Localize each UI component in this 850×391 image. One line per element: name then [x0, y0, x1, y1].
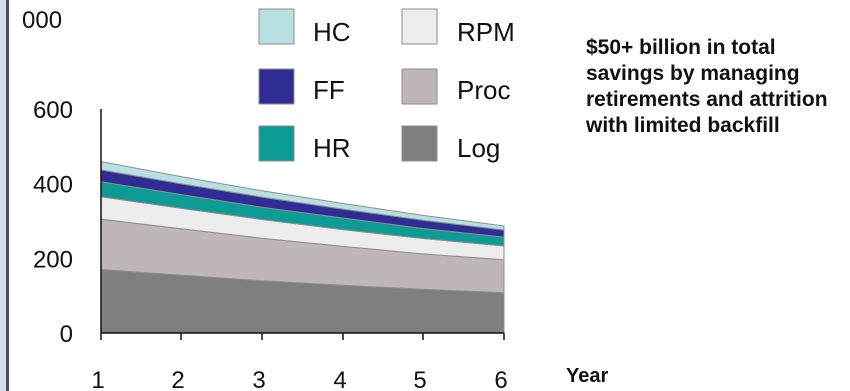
x-tick-label: 1: [91, 367, 104, 391]
y-tick-label: 600: [33, 97, 73, 124]
legend-label-rpm: RPM: [457, 17, 515, 47]
x-tick-label: 4: [333, 367, 346, 391]
tick-labels-group: 0 200 400 600 000 1 2 3 4 5 6 Year: [22, 7, 608, 391]
y-tick-label-top-fragment: 000: [22, 7, 62, 34]
x-tick-label: 5: [413, 367, 426, 391]
legend-swatch-ff: [258, 68, 295, 105]
area-hc: [100, 160, 505, 231]
savings-callout: $50+ billion in total savings by managin…: [586, 36, 828, 137]
legend: HC FF HR RPM Proc Log: [258, 8, 515, 163]
axes-group: [100, 109, 505, 340]
x-tick-label: 3: [252, 367, 265, 391]
left-border-band: [0, 0, 6, 391]
legend-label-log: Log: [457, 133, 500, 163]
legend-swatch-hc: [258, 8, 295, 45]
legend-swatch-proc: [401, 68, 438, 105]
legend-label-ff: FF: [313, 75, 345, 105]
x-tick-label: 2: [171, 367, 184, 391]
legend-label-hc: HC: [313, 17, 351, 47]
legend-swatch-hr: [258, 125, 295, 162]
y-tick-label: 0: [60, 321, 73, 348]
legend-swatch-rpm: [401, 8, 438, 45]
area-series-group: [100, 160, 505, 334]
x-axis-title: Year: [566, 365, 608, 387]
x-tick-label: 6: [494, 367, 507, 391]
y-tick-label: 200: [33, 246, 73, 273]
legend-label-proc: Proc: [457, 75, 510, 105]
left-border-rule: [6, 0, 9, 391]
y-tick-label: 400: [33, 172, 73, 199]
legend-swatch-log: [401, 125, 438, 162]
legend-label-hr: HR: [313, 133, 351, 163]
